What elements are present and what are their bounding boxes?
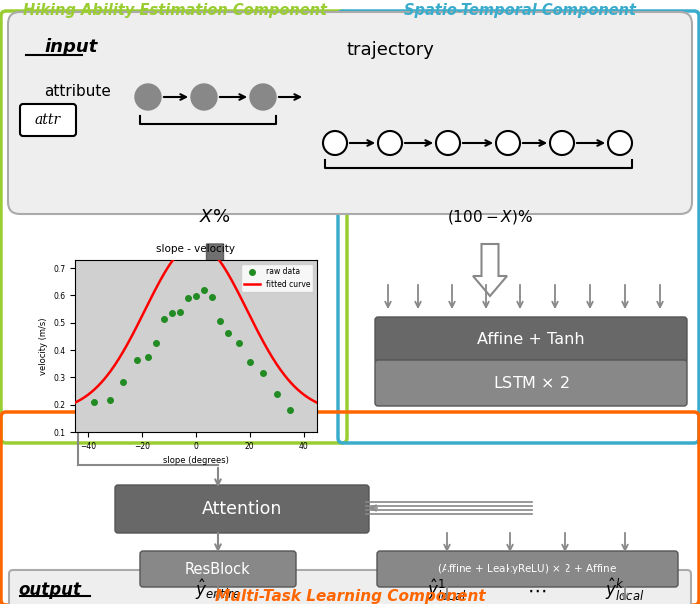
Text: $\hat{y}^{k}_{local}$: $\hat{y}^{k}_{local}$ (606, 577, 645, 603)
Circle shape (191, 84, 217, 110)
Text: Multi-Task Learning Component: Multi-Task Learning Component (215, 588, 485, 603)
raw data (150, 338, 161, 348)
Text: attribute: attribute (44, 85, 111, 100)
Text: Affine + Tanh: Affine + Tanh (477, 332, 584, 347)
fitted curve (276, 365, 284, 373)
raw data (206, 292, 218, 301)
raw data (244, 357, 256, 367)
Text: $\cdots$: $\cdots$ (527, 580, 547, 600)
Circle shape (608, 131, 632, 155)
Circle shape (378, 131, 402, 155)
FancyArrow shape (198, 244, 232, 296)
raw data (258, 368, 269, 378)
Text: Attention: Attention (202, 500, 282, 518)
raw data (233, 338, 244, 347)
Text: Spatio-Temporal Component: Spatio-Temporal Component (404, 4, 636, 19)
Circle shape (250, 84, 276, 110)
Text: (Affine + LeakyReLU) $\times$ 2 + Affine: (Affine + LeakyReLU) $\times$ 2 + Affine (437, 562, 617, 576)
Text: trajectory: trajectory (346, 41, 434, 59)
FancyBboxPatch shape (375, 317, 687, 363)
Circle shape (436, 131, 460, 155)
raw data (223, 329, 234, 338)
Text: output: output (18, 581, 81, 599)
raw data (284, 406, 295, 416)
FancyArrow shape (473, 244, 507, 296)
Text: $\hat{y}^{1}_{local}$: $\hat{y}^{1}_{local}$ (427, 577, 467, 603)
FancyBboxPatch shape (140, 551, 296, 587)
raw data (118, 377, 129, 387)
Text: attr: attr (35, 113, 61, 127)
Text: $X\%$: $X\%$ (199, 208, 230, 226)
raw data (158, 314, 169, 324)
FancyBboxPatch shape (20, 104, 76, 136)
fitted curve (313, 399, 321, 406)
fitted curve (216, 257, 224, 265)
Text: $\hat{y}_{entire}$: $\hat{y}_{entire}$ (195, 577, 241, 602)
Text: Hiking Ability Estimation Component: Hiking Ability Estimation Component (23, 4, 327, 19)
fitted curve (215, 257, 223, 264)
X-axis label: slope (degrees): slope (degrees) (163, 456, 229, 465)
raw data (131, 355, 142, 365)
Y-axis label: velocity (m/s): velocity (m/s) (38, 317, 48, 374)
raw data (142, 352, 153, 362)
Text: LSTM $\times$ 2: LSTM $\times$ 2 (493, 375, 569, 391)
Legend: raw data, fitted curve: raw data, fitted curve (241, 264, 313, 292)
Line: fitted curve: fitted curve (75, 243, 317, 403)
raw data (166, 308, 177, 318)
Text: input: input (44, 38, 97, 56)
Circle shape (496, 131, 520, 155)
FancyBboxPatch shape (377, 551, 678, 587)
raw data (215, 316, 226, 326)
raw data (174, 307, 186, 316)
raw data (88, 397, 99, 406)
fitted curve (220, 263, 228, 271)
Title: slope - velocity: slope - velocity (157, 243, 235, 254)
Text: $(100-X)\%$: $(100-X)\%$ (447, 208, 533, 226)
Circle shape (135, 84, 161, 110)
fitted curve (71, 399, 80, 406)
FancyBboxPatch shape (375, 360, 687, 406)
raw data (271, 389, 282, 399)
fitted curve (191, 240, 200, 247)
raw data (199, 285, 210, 295)
FancyBboxPatch shape (9, 570, 691, 604)
FancyBboxPatch shape (115, 485, 369, 533)
Text: ResBlock: ResBlock (185, 562, 251, 576)
Circle shape (323, 131, 347, 155)
raw data (104, 395, 116, 405)
fitted curve (291, 384, 300, 391)
raw data (182, 293, 193, 303)
raw data (190, 291, 202, 300)
Circle shape (550, 131, 574, 155)
FancyBboxPatch shape (8, 12, 692, 214)
fitted curve (71, 399, 79, 406)
